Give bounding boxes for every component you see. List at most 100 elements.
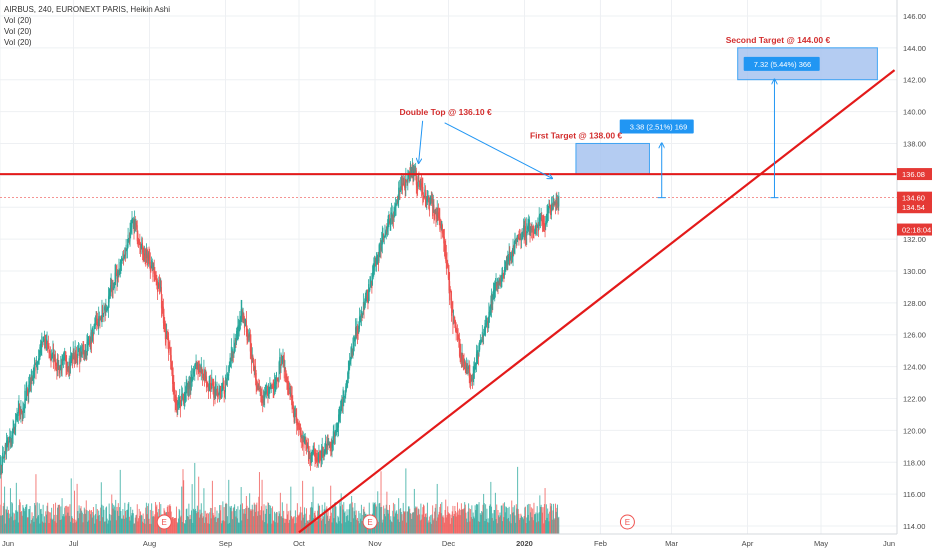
candle [264,391,266,396]
volume-bar [471,505,473,534]
volume-bar [321,504,323,534]
candle [335,431,337,433]
volume-bar [542,507,544,534]
candle [397,200,399,203]
candle [190,378,192,388]
volume-bar [430,523,432,534]
candle [296,421,298,423]
volume-bar [38,515,40,534]
volume-bar [3,502,5,534]
candle [200,363,202,373]
volume-bar [449,523,451,534]
candle [250,342,252,356]
candle [443,230,445,244]
candle [166,330,168,337]
volume-bar [484,521,486,534]
volume-bar [332,506,334,534]
volume-bar [342,509,344,534]
candle [49,349,51,352]
candle [160,287,162,309]
volume-bar [2,506,4,534]
volume-bar [58,504,60,534]
volume-bar [249,510,251,534]
volume-bar [117,503,119,534]
volume-bar [477,504,479,534]
volume-bar [77,518,79,534]
candle [255,366,257,380]
volume-bar [362,514,364,534]
volume-bar [433,518,435,534]
symbol-title: AIRBUS, 240, EURONEXT PARIS, Heikin Ashi [4,5,170,14]
candle [262,399,264,406]
candle [466,367,468,371]
candle [470,380,472,382]
volume-bar [445,499,447,534]
volume-bar [5,509,7,534]
volume-bar [481,512,483,534]
candle [2,455,4,459]
indicator-vol-2[interactable]: Vol (20) [4,27,32,36]
volume-bar [341,523,343,534]
volume-bar [398,498,400,534]
candle [424,189,426,197]
candle [63,358,65,360]
candle [547,206,549,213]
volume-bar [396,513,398,534]
volume-bar [77,510,79,534]
indicator-vol-3[interactable]: Vol (20) [4,38,32,47]
candle [424,193,426,206]
price-badge-label: 134.60 [902,194,925,203]
price-badge [897,168,932,181]
candle [181,393,183,406]
candle [334,434,336,437]
volume-bar [307,521,309,534]
candle [326,445,328,448]
volume-bar [256,515,258,534]
volume-bar [115,499,117,534]
volume-bar [204,522,206,534]
volume-bar [14,519,16,534]
candle [60,364,62,370]
volume-bar [467,511,469,534]
volume-bar [447,506,449,534]
volume-bar [451,518,453,534]
volume-bar [29,505,31,534]
volume-bar [355,510,357,534]
volume-bar [396,510,398,534]
volume-bar [141,521,143,534]
candle [126,244,128,250]
candle [83,351,85,353]
volume-bar [546,517,548,534]
candle [57,358,59,369]
double-top-arrow-1 [419,120,424,163]
candle [35,364,37,370]
candle [551,202,553,208]
volume-bar [64,506,66,534]
volume-bar [128,502,130,534]
volume-bar [17,511,19,534]
candle [404,183,406,188]
volume-bar [380,471,382,534]
candle [425,199,427,206]
candle [435,211,437,219]
candle [232,349,234,357]
indicator-vol-1[interactable]: Vol (20) [4,16,32,25]
candle [513,241,515,254]
volume-bar [326,506,328,534]
candle [328,443,330,445]
candle [454,320,456,322]
volume-bar [245,508,247,534]
volume-bar [288,522,290,534]
candle [324,452,326,454]
volume-bar [234,504,236,534]
volume-bar [330,512,332,534]
volume-bar [346,509,348,534]
volume-bar [470,509,472,534]
volume-bar [51,507,53,534]
volume-bar [522,517,524,534]
volume-bar [55,502,57,534]
candle [509,255,511,264]
volume-bar [72,523,74,534]
